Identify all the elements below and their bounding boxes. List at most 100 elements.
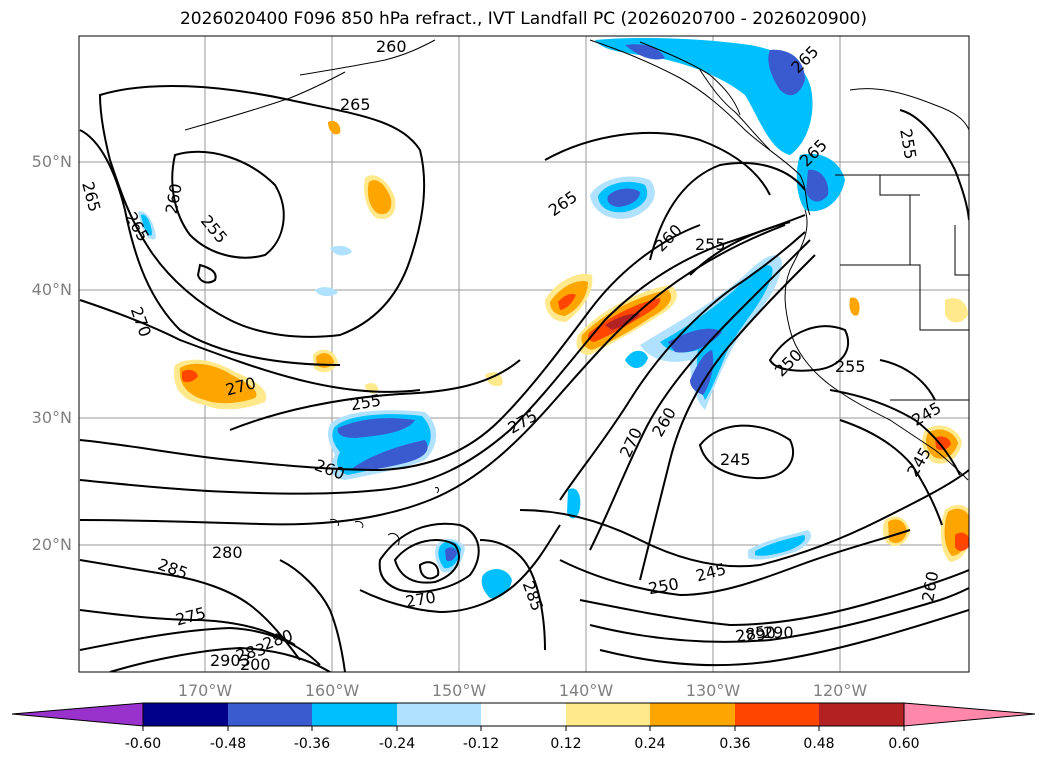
colorbar-segment bbox=[481, 703, 566, 726]
colorbar-tick-label: -0.24 bbox=[378, 736, 416, 752]
contour-line bbox=[79, 559, 301, 661]
fill-region bbox=[337, 418, 415, 438]
fill-region bbox=[315, 287, 338, 297]
colorbar-tick-label: 0.24 bbox=[634, 736, 666, 752]
contour-line bbox=[196, 263, 217, 284]
contour-line bbox=[879, 359, 936, 401]
contour-line bbox=[899, 109, 969, 221]
colorbar-tick-label: -0.48 bbox=[209, 736, 247, 752]
fill-region bbox=[367, 180, 392, 214]
contour-line bbox=[768, 325, 850, 372]
colorbar-segment bbox=[735, 703, 819, 726]
coastline bbox=[434, 487, 439, 494]
contour-line bbox=[109, 646, 331, 672]
fill-region bbox=[945, 298, 968, 323]
contour-label: 200 bbox=[240, 655, 271, 674]
ivt-anomaly-fills bbox=[138, 37, 969, 599]
contour-line bbox=[589, 239, 811, 551]
fill-region bbox=[607, 188, 640, 207]
contour-line bbox=[279, 559, 346, 672]
fill-region bbox=[768, 49, 805, 96]
colorbar-extend-left bbox=[11, 702, 144, 727]
contour-label: 265 bbox=[340, 95, 371, 114]
fill-region bbox=[888, 519, 907, 544]
contour-label: 2903 bbox=[210, 651, 251, 670]
fill-region bbox=[690, 350, 714, 395]
fill-region bbox=[755, 535, 806, 556]
coastline bbox=[387, 532, 400, 546]
colorbar-segment bbox=[650, 703, 735, 726]
coastline bbox=[699, 69, 771, 151]
fill-region bbox=[595, 37, 813, 155]
colorbar-tick-label: 0.12 bbox=[550, 736, 582, 752]
fill-region bbox=[485, 372, 503, 387]
colorbar-border bbox=[142, 702, 905, 727]
contour-line bbox=[639, 254, 816, 581]
lat-label-40n: 40°N bbox=[31, 280, 72, 299]
fill-region bbox=[567, 488, 581, 519]
contour-line bbox=[579, 569, 969, 627]
lon-label-130w: 130°W bbox=[685, 681, 741, 700]
contour-label: 245 bbox=[720, 450, 751, 469]
contour-line bbox=[829, 389, 961, 476]
coastline bbox=[954, 225, 969, 276]
contour-line bbox=[378, 522, 480, 593]
contour-line bbox=[171, 150, 285, 259]
colorbar-tick-label: -0.60 bbox=[124, 736, 162, 752]
map-border bbox=[78, 35, 970, 673]
lon-label-150w: 150°W bbox=[431, 681, 487, 700]
fill-region bbox=[350, 440, 428, 471]
gridlines bbox=[79, 36, 969, 672]
lon-label-120w: 120°W bbox=[812, 681, 868, 700]
colorbar-tick-label: -0.12 bbox=[462, 736, 500, 752]
contour-line bbox=[418, 561, 440, 580]
fill-region bbox=[328, 120, 341, 135]
fill-region bbox=[330, 245, 352, 256]
contour-label: 255 bbox=[695, 235, 726, 254]
contour-line bbox=[79, 299, 421, 393]
contour-line bbox=[393, 539, 460, 584]
coastline bbox=[840, 264, 969, 331]
fill-region bbox=[849, 297, 860, 316]
contour-line bbox=[519, 469, 969, 568]
colorbar-tick-label: 0.36 bbox=[719, 736, 751, 752]
fill-region bbox=[625, 350, 648, 369]
map-panel bbox=[79, 36, 969, 672]
contour-line bbox=[544, 131, 771, 196]
fill-region bbox=[625, 44, 665, 60]
coastline bbox=[354, 521, 364, 529]
fill-region bbox=[445, 547, 457, 562]
contour-line bbox=[79, 609, 296, 646]
contour-line bbox=[79, 214, 806, 495]
contour-line bbox=[559, 529, 911, 597]
colorbar-segment bbox=[397, 703, 481, 726]
contour-line bbox=[98, 84, 426, 338]
contour-label: 280 bbox=[212, 543, 243, 562]
lat-label-20n: 20°N bbox=[31, 535, 72, 554]
refractivity-contours bbox=[79, 84, 969, 672]
page-title: 2026020400 F096 850 hPa refract., IVT La… bbox=[179, 9, 867, 29]
colorbar-segment bbox=[819, 703, 904, 726]
contour-line bbox=[589, 587, 969, 643]
contour-line bbox=[839, 419, 943, 526]
coastline bbox=[299, 39, 436, 76]
fill-region bbox=[179, 363, 257, 404]
colorbar-tick-label: 0.60 bbox=[888, 736, 920, 752]
lon-label-170w: 170°W bbox=[177, 681, 233, 700]
fill-region bbox=[935, 436, 951, 451]
lat-label-30n: 30°N bbox=[31, 408, 72, 427]
lon-label-160w: 160°W bbox=[304, 681, 360, 700]
coastline bbox=[849, 88, 969, 131]
coastline bbox=[589, 39, 811, 216]
coastlines bbox=[184, 39, 969, 546]
contour-line bbox=[79, 626, 321, 666]
contour-line bbox=[649, 161, 806, 261]
colorbar-tick-label: -0.36 bbox=[293, 736, 331, 752]
contour-label: 290 bbox=[763, 623, 794, 642]
fill-region bbox=[558, 293, 576, 310]
contour-line bbox=[229, 359, 521, 431]
lat-label-50n: 50°N bbox=[31, 152, 72, 171]
contour-line bbox=[79, 224, 701, 472]
colorbar-segment bbox=[566, 703, 650, 726]
